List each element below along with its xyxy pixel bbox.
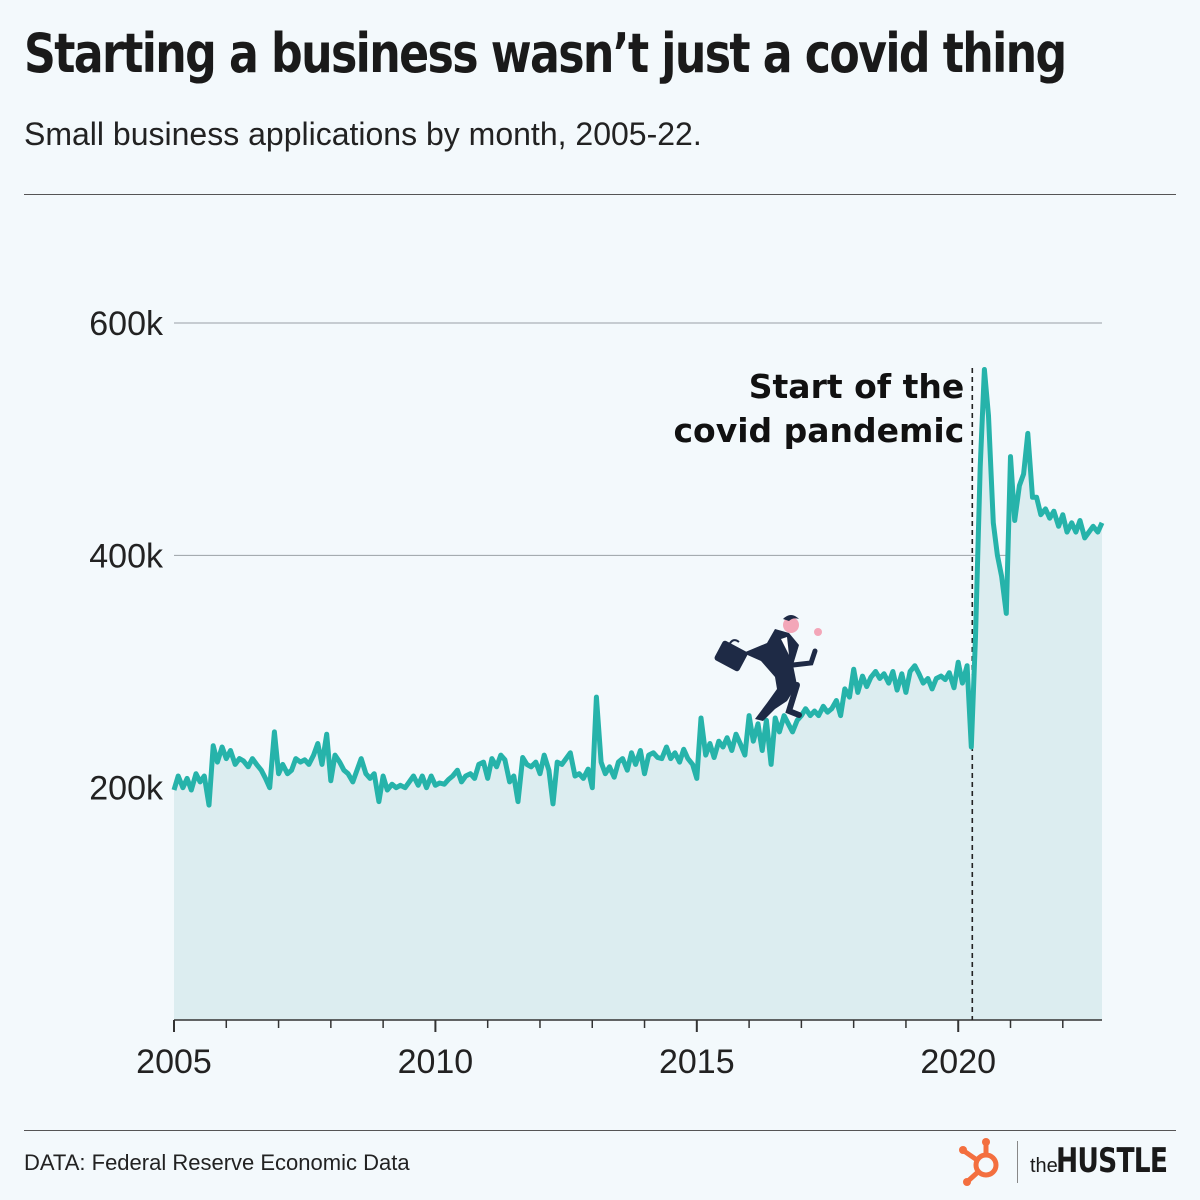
footer-divider [24, 1130, 1176, 1131]
line-area-chart: 200k 400k 600k 2005 2010 2015 2020 Start of t… [89, 305, 1105, 1081]
chart-area-fill [174, 369, 1102, 1020]
y-axis-ticks: 200k 400k 600k [89, 305, 164, 808]
series-line [171, 367, 1105, 808]
hubspot-sprocket-icon [959, 1138, 999, 1186]
x-tick-label: 2010 [398, 1043, 474, 1081]
data-source: DATA: Federal Reserve Economic Data [24, 1150, 410, 1175]
chart-title: Starting a business wasn’t just a covid … [24, 22, 1067, 85]
y-tick-label: 400k [89, 537, 164, 575]
annotation-line-1: Start of the [749, 367, 965, 406]
x-tick-label: 2015 [659, 1043, 735, 1081]
brand-name: HUSTLE [1056, 1141, 1168, 1181]
x-axis: 2005 2010 2015 2020 [136, 1019, 1102, 1081]
y-tick-label: 200k [89, 770, 164, 808]
chart-subtitle: Small business applications by month, 20… [24, 116, 702, 152]
x-tick-label: 2005 [136, 1043, 212, 1081]
annotation-line-2: covid pandemic [673, 411, 964, 450]
x-tick-label: 2020 [920, 1043, 996, 1081]
logo-divider [1017, 1141, 1018, 1183]
y-tick-label: 600k [89, 305, 164, 343]
header-divider [24, 194, 1176, 195]
brand-the: the [1030, 1155, 1058, 1177]
running-businesswoman-icon [714, 615, 822, 721]
